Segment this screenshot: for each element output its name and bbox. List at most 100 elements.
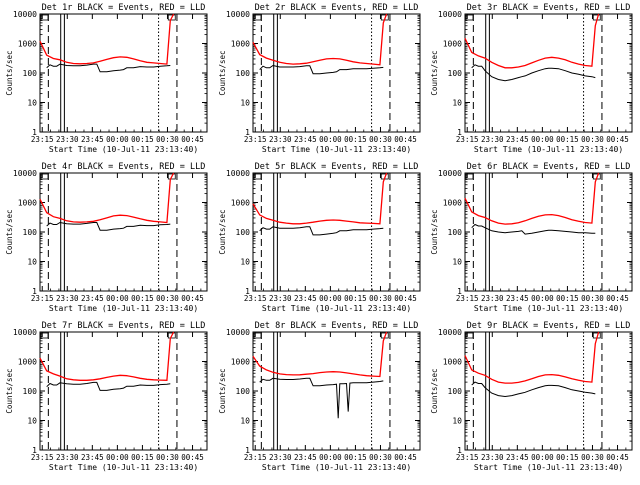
events-series-line: [46, 63, 171, 73]
chart-title: Det 5r BLACK = Events, RED = LLD: [255, 162, 419, 172]
events-series-line: [471, 64, 596, 82]
x-tick-label: 00:30: [369, 135, 392, 144]
y-tick-label: 100: [236, 69, 251, 78]
y-tick-label: 100: [448, 228, 463, 237]
x-axis-title: Start Time (10-Jul-11 23:13:40): [262, 304, 411, 313]
x-tick-label: 23:30: [56, 453, 79, 462]
corner-marker-box: [167, 173, 176, 180]
y-tick-label: 10: [27, 417, 37, 426]
x-axis-title: Start Time (10-Jul-11 23:13:40): [49, 145, 198, 154]
x-tick-label: 23:30: [481, 135, 504, 144]
y-tick-label: 100: [23, 228, 38, 237]
chart-panel: Det 7r BLACK = Events, RED = LLD 1 10 100 10…: [5, 321, 208, 472]
y-tick-label: 100: [23, 69, 38, 78]
y-tick-label: 100: [448, 69, 463, 78]
y-tick-label: 1000: [231, 40, 250, 49]
corner-marker-box: [40, 332, 49, 339]
x-tick-label: 23:15: [31, 135, 54, 144]
y-tick-label: 1: [457, 128, 462, 137]
y-tick-label: 10: [240, 417, 250, 426]
chart-title: Det 2r BLACK = Events, RED = LLD: [255, 3, 419, 13]
x-tick-label: 00:00: [319, 294, 342, 303]
x-tick-label: 00:00: [531, 294, 554, 303]
y-tick-label: 10: [452, 258, 462, 267]
plot-frame: [39, 13, 208, 133]
y-tick-label: 1000: [443, 199, 462, 208]
x-tick-label: 23:30: [481, 294, 504, 303]
lld-series-line: [464, 172, 600, 225]
events-series-line: [46, 221, 171, 231]
y-axis-title: Counts/sec: [5, 368, 14, 413]
lld-series-line: [39, 13, 175, 65]
events-series-line: [471, 223, 596, 235]
y-tick-label: 1: [245, 128, 250, 137]
y-tick-label: 1000: [443, 40, 462, 49]
x-tick-label: 23:15: [456, 294, 479, 303]
y-tick-label: 10000: [13, 328, 37, 337]
plot-frame: [252, 172, 421, 292]
x-tick-label: 23:15: [244, 453, 267, 462]
lld-series-line: [464, 331, 600, 384]
x-tick-label: 00:00: [106, 294, 129, 303]
x-axis-title: Start Time (10-Jul-11 23:13:40): [262, 145, 411, 154]
plot-frame: [464, 13, 633, 133]
x-tick-label: 00:30: [581, 135, 604, 144]
x-tick-label: 23:15: [31, 453, 54, 462]
y-tick-label: 1000: [231, 358, 250, 367]
corner-marker-box: [167, 14, 176, 21]
y-tick-label: 10000: [13, 169, 37, 178]
chart-title: Det 9r BLACK = Events, RED = LLD: [467, 321, 631, 331]
chart-panel: Det 4r BLACK = Events, RED = LLD 1 10 100 10…: [5, 162, 208, 313]
x-tick-label: 00:45: [181, 294, 204, 303]
x-tick-label: 00:30: [156, 135, 179, 144]
y-tick-label: 1: [457, 446, 462, 455]
x-tick-label: 00:45: [394, 135, 417, 144]
y-tick-label: 100: [23, 387, 38, 396]
x-tick-label: 00:45: [181, 135, 204, 144]
y-tick-label: 10000: [438, 10, 462, 19]
corner-marker-box: [253, 173, 262, 180]
chart-panel: Det 5r BLACK = Events, RED = LLD 1 10 100 10…: [218, 162, 421, 313]
x-tick-label: 23:45: [81, 453, 104, 462]
x-axis-title: Start Time (10-Jul-11 23:13:40): [49, 304, 198, 313]
chart-title: Det 4r BLACK = Events, RED = LLD: [42, 162, 206, 172]
y-tick-label: 1000: [231, 199, 250, 208]
x-tick-label: 23:45: [506, 453, 529, 462]
y-axis-title: Counts/sec: [430, 209, 439, 254]
x-tick-label: 00:00: [106, 453, 129, 462]
x-tick-label: 23:45: [506, 294, 529, 303]
x-tick-label: 23:45: [294, 135, 317, 144]
x-axis-title: Start Time (10-Jul-11 23:13:40): [474, 463, 623, 472]
x-tick-label: 00:00: [106, 135, 129, 144]
plot-frame: [252, 13, 421, 133]
x-axis-title: Start Time (10-Jul-11 23:13:40): [49, 463, 198, 472]
y-tick-label: 1: [245, 446, 250, 455]
events-series-line: [46, 381, 171, 391]
x-tick-label: 00:00: [531, 453, 554, 462]
corner-marker-box: [167, 332, 176, 339]
x-tick-label: 00:30: [581, 294, 604, 303]
y-tick-label: 1: [32, 128, 37, 137]
x-tick-label: 00:00: [319, 135, 342, 144]
y-axis-title: Counts/sec: [218, 50, 227, 95]
events-series-line: [259, 377, 384, 419]
lld-series-line: [252, 331, 388, 378]
y-axis-title: Counts/sec: [5, 50, 14, 95]
y-tick-label: 1: [245, 287, 250, 296]
chart-title: Det 8r BLACK = Events, RED = LLD: [255, 321, 419, 331]
chart-panel: Det 3r BLACK = Events, RED = LLD 1 10 100 10…: [430, 3, 633, 154]
x-tick-label: 23:45: [294, 294, 317, 303]
corner-marker-box: [465, 14, 474, 21]
x-tick-label: 23:30: [269, 135, 292, 144]
x-tick-label: 00:45: [394, 294, 417, 303]
x-tick-label: 00:30: [156, 294, 179, 303]
corner-marker-box: [253, 332, 262, 339]
y-tick-label: 100: [448, 387, 463, 396]
events-series-line: [259, 226, 384, 236]
y-tick-label: 10: [452, 99, 462, 108]
x-tick-label: 23:30: [269, 453, 292, 462]
plot-frame: [464, 172, 633, 292]
chart-panel: Det 1r BLACK = Events, RED = LLD 1 10 100 10…: [5, 3, 208, 154]
